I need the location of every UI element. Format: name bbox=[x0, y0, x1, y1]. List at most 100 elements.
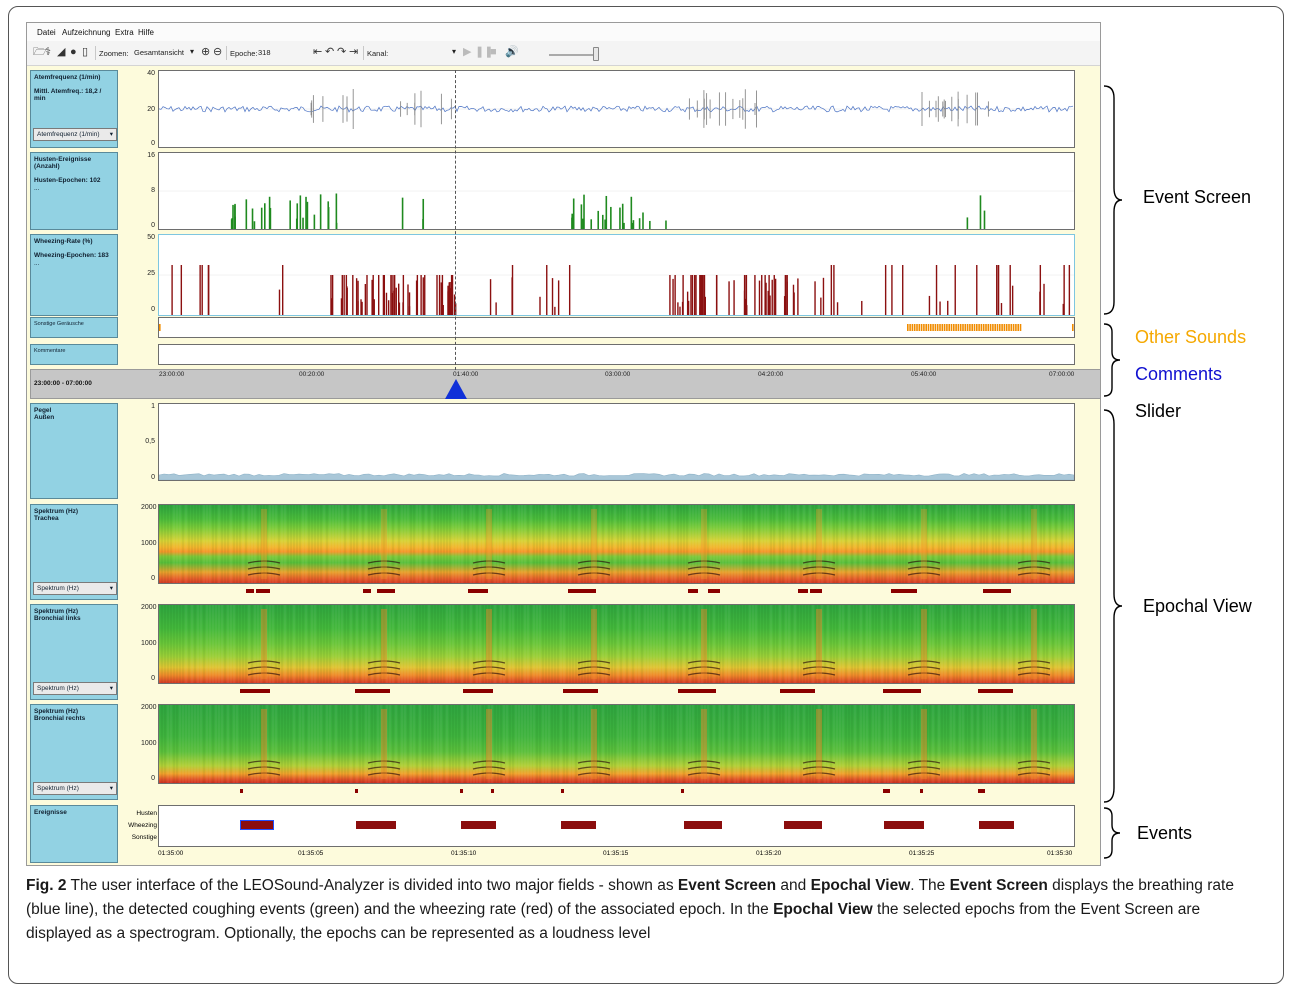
play-icon[interactable]: ▶ bbox=[463, 46, 472, 58]
events-time-label: 01:35:00 bbox=[158, 850, 184, 857]
other-sound-mark bbox=[966, 324, 969, 331]
spectral-burst bbox=[816, 609, 822, 679]
epoch-mark bbox=[563, 689, 598, 693]
epoch-marks bbox=[158, 789, 1075, 795]
y-tick: 1000 bbox=[141, 740, 157, 747]
epoch-input[interactable]: 318 bbox=[258, 48, 271, 57]
wheezing-event-bar[interactable] bbox=[884, 821, 924, 829]
other-sound-mark bbox=[978, 324, 980, 331]
channel-label: Kanal: bbox=[367, 49, 389, 58]
other-sounds-track[interactable] bbox=[158, 317, 1075, 338]
slider-range-label: 23:00:00 - 07:00:00 bbox=[34, 380, 92, 387]
previous-epoch-icon[interactable]: ↶ bbox=[325, 46, 335, 58]
speaker-icon[interactable]: 🔊 bbox=[505, 46, 519, 58]
other-sound-mark bbox=[913, 324, 916, 331]
spectral-burst bbox=[261, 609, 267, 679]
epoch-marks bbox=[158, 689, 1075, 695]
epoch-mark bbox=[256, 589, 270, 593]
menu-extra[interactable]: Extra bbox=[115, 28, 134, 37]
zoom-select[interactable]: Gesamtansicht ▾ bbox=[134, 47, 194, 57]
wheezing-event-bar[interactable] bbox=[561, 821, 596, 829]
other-sound-mark bbox=[996, 324, 999, 331]
slider-time-label: 00:20:00 bbox=[299, 371, 325, 378]
epoch-mark bbox=[363, 589, 371, 593]
menu-hilfe[interactable]: Hilfe bbox=[138, 28, 155, 37]
spectral-burst bbox=[261, 709, 267, 779]
clipboard-icon[interactable]: ▯ bbox=[82, 46, 89, 58]
spectral-burst bbox=[486, 709, 492, 779]
harmonic-trace bbox=[687, 772, 721, 776]
spectrogram-overlay bbox=[158, 605, 1072, 683]
last-epoch-icon[interactable]: ⇥ bbox=[349, 46, 359, 58]
epoch-mark bbox=[688, 589, 698, 593]
events-time-label: 01:35:25 bbox=[909, 850, 935, 857]
harmonic-trace bbox=[472, 760, 506, 764]
stethoscope-icon[interactable]: ⚕ bbox=[45, 46, 51, 58]
spectrogram-trachea[interactable] bbox=[158, 504, 1075, 584]
volume-slider-thumb[interactable] bbox=[593, 47, 599, 61]
other-sound-mark bbox=[934, 324, 937, 331]
harmonic-trace bbox=[247, 560, 281, 564]
next-epoch-icon[interactable]: ↷ bbox=[337, 46, 347, 58]
harmonic-trace bbox=[1017, 672, 1051, 676]
epoch-mark bbox=[678, 689, 716, 693]
cough-plot[interactable] bbox=[158, 152, 1075, 230]
harmonic-trace bbox=[577, 772, 611, 776]
pause-icon[interactable]: ❚❚ bbox=[475, 46, 494, 58]
spectral-burst bbox=[921, 709, 927, 779]
harmonic-trace bbox=[472, 560, 506, 564]
other-sound-mark bbox=[953, 324, 955, 331]
spectrum-select[interactable]: Spektrum (Hz) ▾ bbox=[33, 582, 117, 595]
events-plot[interactable] bbox=[158, 805, 1075, 847]
harmonic-trace bbox=[1017, 766, 1051, 770]
y-tick: 0 bbox=[151, 675, 155, 682]
zoom-in-icon[interactable]: ⊕ bbox=[201, 46, 211, 58]
volume-slider-track[interactable] bbox=[549, 54, 599, 56]
spectrum-select[interactable]: Spektrum (Hz) ▾ bbox=[33, 782, 117, 795]
wheezing-event-bar[interactable] bbox=[684, 821, 722, 829]
other-sound-mark bbox=[932, 324, 934, 331]
toolbar-separator bbox=[226, 46, 227, 60]
harmonic-trace bbox=[802, 560, 836, 564]
spectrum-select[interactable]: Spektrum (Hz) ▾ bbox=[33, 682, 117, 695]
time-slider[interactable]: 23:00:00 - 07:00:00 23:00:00 00:20:00 01… bbox=[30, 369, 1100, 399]
chevron-down-icon: ▾ bbox=[451, 47, 456, 56]
comment-icon[interactable]: ● bbox=[70, 46, 77, 58]
stop-icon[interactable]: ■ bbox=[490, 46, 497, 58]
harmonic-trace bbox=[907, 760, 941, 764]
spectrogram-overlay bbox=[158, 505, 1072, 583]
level-plot[interactable] bbox=[158, 403, 1075, 481]
respiration-select[interactable]: Atemfrequenz (1/min) ▾ bbox=[33, 128, 117, 141]
respiration-plot[interactable] bbox=[158, 70, 1075, 148]
menu-datei[interactable]: Datei bbox=[37, 28, 56, 37]
harmonic-trace bbox=[367, 772, 401, 776]
wheezing-event-bar[interactable] bbox=[356, 821, 396, 829]
harmonic-trace bbox=[367, 560, 401, 564]
wheezing-plot[interactable] bbox=[158, 234, 1075, 316]
comments-track[interactable] bbox=[158, 344, 1075, 365]
other-sound-mark bbox=[1012, 324, 1015, 331]
cough-dots: ... bbox=[34, 185, 40, 192]
spectrogram-bronchial-left[interactable] bbox=[158, 604, 1075, 684]
chart-icon[interactable]: ◢ bbox=[57, 46, 66, 58]
spectral-burst bbox=[701, 609, 707, 679]
open-folder-icon[interactable]: 🗁 bbox=[33, 46, 47, 58]
wheezing-event-bar[interactable] bbox=[784, 821, 822, 829]
first-epoch-icon[interactable]: ⇤ bbox=[313, 46, 323, 58]
epoch-mark bbox=[883, 689, 921, 693]
comments-annotation: Comments bbox=[1135, 364, 1223, 384]
wheezing-event-bar[interactable] bbox=[240, 820, 274, 830]
cough-bar-chart bbox=[159, 190, 1074, 229]
zoom-out-icon[interactable]: ⊖ bbox=[213, 46, 223, 58]
channel-select[interactable]: ▾ bbox=[389, 46, 459, 60]
other-sound-mark bbox=[907, 324, 909, 331]
toolbar: 🗁 ⚕ ◢ ● ▯ Zoomen: Gesamtansicht ▾ ⊕ ⊖ Epo… bbox=[27, 41, 1100, 66]
menu-aufzeichnung[interactable]: Aufzeichnung bbox=[62, 28, 111, 37]
events-row-label: Sonstige bbox=[131, 834, 157, 841]
spectrogram-bronchial-right[interactable] bbox=[158, 704, 1075, 784]
other-sound-mark bbox=[957, 324, 960, 331]
slider-cursor-icon[interactable] bbox=[445, 379, 467, 399]
epoch-mark bbox=[883, 789, 890, 793]
wheezing-event-bar[interactable] bbox=[979, 821, 1014, 829]
wheezing-event-bar[interactable] bbox=[461, 821, 496, 829]
